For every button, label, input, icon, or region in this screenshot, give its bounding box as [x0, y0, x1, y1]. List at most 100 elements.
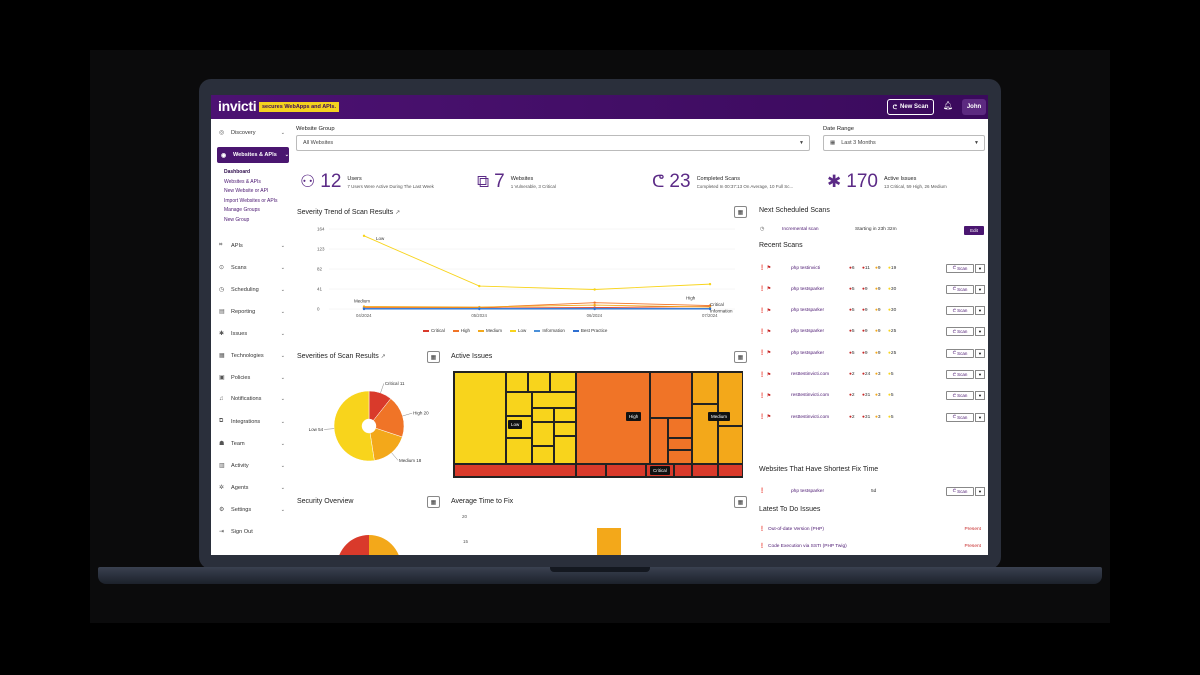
sidebar-item-sign-out[interactable]: ⇥ Sign Out: [219, 528, 285, 536]
sidebar-item-notifications[interactable]: ♫ Notifications ⌄: [219, 396, 285, 402]
sidebar-item-apis[interactable]: ⌗ APIs ⌄: [219, 242, 285, 249]
treemap-cell-critical[interactable]: [718, 464, 743, 477]
subnav-import-websites[interactable]: Import Websites or APIs: [224, 198, 278, 204]
scan-button[interactable]: ᕦ Scan: [946, 412, 974, 422]
sidebar-item-activity[interactable]: ▥ Activity ⌄: [219, 462, 285, 470]
treemap-cell-critical[interactable]: [606, 464, 646, 477]
site-link[interactable]: resttestinvicti.com: [791, 414, 830, 420]
subnav-new-group[interactable]: New Group: [224, 217, 250, 223]
chevron-down-icon[interactable]: ▼: [975, 263, 985, 273]
chevron-down-icon[interactable]: ▼: [975, 284, 985, 294]
site-link[interactable]: resttestinvicti.com: [791, 393, 830, 399]
legend-item[interactable]: Information: [534, 328, 565, 333]
site-link[interactable]: php testinvicti: [791, 265, 821, 271]
invicti-logo[interactable]: invicti: [218, 98, 257, 114]
chevron-down-icon[interactable]: ▼: [975, 370, 985, 379]
site-link[interactable]: php testsparker: [791, 350, 825, 356]
sidebar-item-scheduling[interactable]: ◷ Scheduling ⌄: [219, 286, 285, 294]
scan-button[interactable]: ᕦ Scan: [946, 391, 974, 401]
scan-button[interactable]: ᕦ Scan: [946, 327, 974, 337]
avg-fix-bar[interactable]: [597, 528, 621, 555]
user-menu-button[interactable]: John: [962, 99, 986, 115]
legend-item[interactable]: Medium: [478, 328, 502, 333]
treemap-cell-low[interactable]: [532, 392, 576, 408]
chevron-down-icon[interactable]: ▼: [975, 391, 985, 401]
treemap-cell-low[interactable]: [554, 436, 576, 464]
sidebar-item-technologies[interactable]: ▦ Technologies ⌄: [219, 352, 285, 360]
treemap-cell-high[interactable]: [650, 418, 668, 464]
website-group-select[interactable]: All Websites ▼: [296, 135, 810, 151]
notification-bell-icon[interactable]: 🔔︎: [943, 101, 954, 110]
treemap-cell-critical[interactable]: [692, 464, 718, 477]
date-range-select[interactable]: ▦ Last 3 Months ▼: [823, 135, 985, 151]
treemap-cell-high[interactable]: [576, 372, 650, 464]
scan-button[interactable]: ᕦ Scan: [946, 263, 974, 273]
treemap-cell-high[interactable]: [668, 450, 692, 464]
sidebar-item-scans[interactable]: ⊙ Scans ⌄: [219, 264, 285, 272]
chevron-down-icon[interactable]: ▼: [975, 348, 985, 358]
stat-active-issues[interactable]: ✱ 170 Active Issues 13 Critical, 59 High,…: [827, 170, 947, 194]
chevron-down-icon[interactable]: ▼: [975, 412, 985, 422]
trend-calendar-button[interactable]: ▦: [734, 206, 747, 218]
legend-item[interactable]: Critical: [423, 328, 445, 333]
avg-fix-calendar-button[interactable]: ▦: [734, 496, 747, 508]
sidebar-item-team[interactable]: ☗ Team ⌄: [219, 440, 285, 448]
edit-schedule-button[interactable]: Edit: [964, 226, 984, 235]
scan-button[interactable]: ᕦ Scan: [946, 486, 974, 496]
active-issues-calendar-button[interactable]: ▦: [734, 351, 747, 363]
site-link[interactable]: php testsparker: [791, 308, 825, 314]
subnav-new-website[interactable]: New Website or API: [224, 188, 269, 194]
subnav-manage-groups[interactable]: Manage Groups: [224, 207, 260, 213]
new-scan-button[interactable]: ᕦ New Scan: [887, 99, 934, 115]
stat-websites[interactable]: ⧉ 7 Websites 1 Vulnerable, 3 Critical: [477, 170, 556, 194]
sidebar-item-reporting[interactable]: ▤ Reporting ⌄: [219, 308, 285, 316]
chevron-down-icon[interactable]: ▼: [975, 327, 985, 337]
treemap-cell-low[interactable]: [532, 446, 554, 464]
sidebar-item-integrations[interactable]: ⧉ Integrations ⌄: [219, 418, 285, 425]
treemap-cell-critical[interactable]: [454, 464, 576, 477]
sidebar-item-settings[interactable]: ⚙︎ Settings ⌄: [219, 506, 285, 514]
subnav-dashboard[interactable]: Dashboard: [224, 169, 251, 175]
legend-item[interactable]: High: [452, 328, 470, 333]
scheduled-scan-name[interactable]: Incremental scan: [782, 227, 819, 232]
legend-item[interactable]: Best Practice: [572, 328, 607, 333]
treemap-cell-low[interactable]: [532, 422, 554, 446]
site-link[interactable]: php testsparker: [791, 488, 825, 494]
site-link[interactable]: php testsparker: [791, 329, 825, 335]
sidebar-item-issues[interactable]: ✱ Issues ⌄: [219, 330, 285, 338]
treemap-cell-medium[interactable]: [692, 372, 718, 404]
treemap-cell-medium[interactable]: [718, 426, 743, 464]
treemap-cell-low[interactable]: [550, 372, 576, 392]
scan-button[interactable]: ᕦ Scan: [946, 306, 974, 316]
scan-button[interactable]: ᕦ Scan: [946, 348, 974, 358]
legend-item[interactable]: Low: [510, 328, 526, 333]
sidebar-item-agents[interactable]: ✲ Agents ⌄: [219, 484, 285, 492]
subnav-websites-apis[interactable]: Websites & APIs: [224, 179, 261, 185]
site-link[interactable]: resttestinvicti.com: [791, 372, 830, 377]
stat-completed-scans[interactable]: ᕦ 23 Completed Scans Completed In 00:37:1…: [652, 170, 807, 194]
treemap-cell-high[interactable]: [668, 418, 692, 438]
todo-item[interactable]: ❗ Out-of-date Version (PHP) Present: [759, 527, 981, 532]
sidebar-item-websites-apis[interactable]: ◉ Websites & APIs ⌄: [217, 147, 289, 163]
scan-button[interactable]: ᕦ Scan: [946, 284, 974, 294]
stat-users[interactable]: ⚇ 12 Users 7 Users Were Active During The…: [300, 170, 434, 194]
treemap-cell-low[interactable]: [506, 438, 532, 464]
site-link[interactable]: php testsparker: [791, 286, 825, 292]
todo-item[interactable]: ❗ Code Execution via SSTI (PHP Twig) Pre…: [759, 544, 981, 549]
scan-button[interactable]: ᕦ Scan: [946, 370, 974, 379]
sidebar-item-discovery[interactable]: ◎ Discovery ⌄: [219, 129, 285, 137]
treemap-cell-low[interactable]: [506, 392, 532, 416]
treemap-cell-low[interactable]: [532, 408, 554, 422]
treemap-cell-low[interactable]: [506, 372, 528, 392]
treemap-cell-low[interactable]: [554, 408, 576, 422]
treemap-cell-high[interactable]: [650, 372, 692, 418]
security-overview-calendar-button[interactable]: ▦: [427, 496, 440, 508]
treemap-cell-high[interactable]: [668, 438, 692, 450]
treemap-cell-medium[interactable]: [718, 372, 743, 426]
sidebar-item-policies[interactable]: ▣ Policies ⌄: [219, 374, 285, 382]
treemap-cell-critical[interactable]: [576, 464, 606, 477]
chevron-down-icon[interactable]: ▼: [975, 486, 985, 496]
treemap-cell-critical[interactable]: [674, 464, 692, 477]
treemap-cell-low[interactable]: [528, 372, 550, 392]
severities-calendar-button[interactable]: ▦: [427, 351, 440, 363]
